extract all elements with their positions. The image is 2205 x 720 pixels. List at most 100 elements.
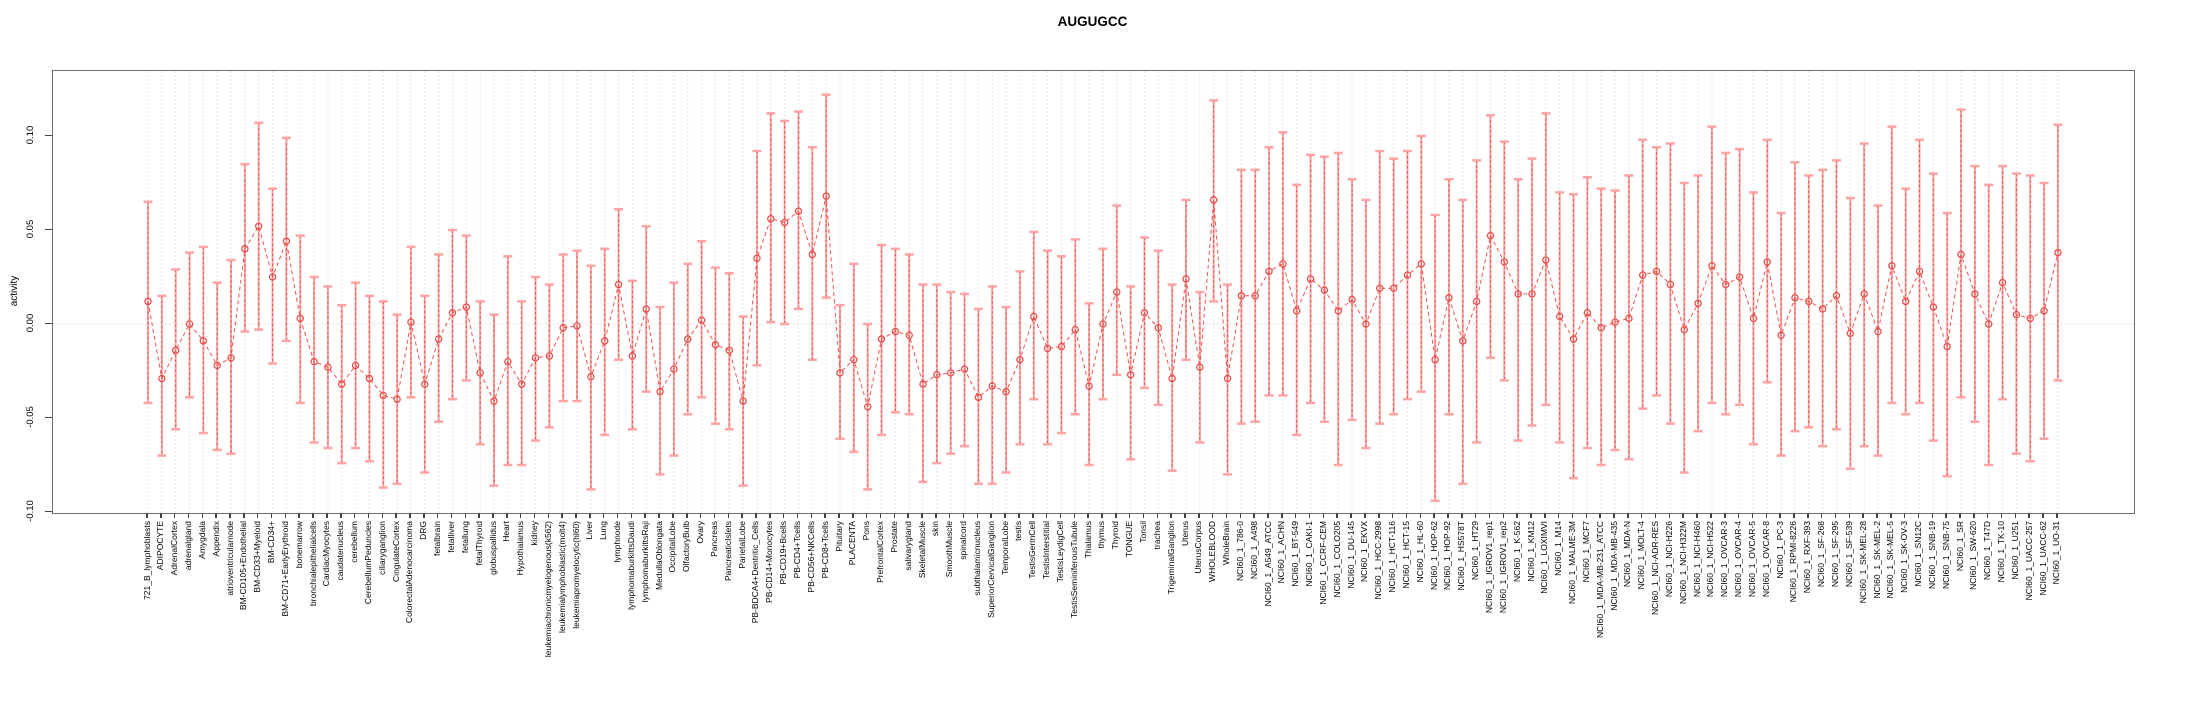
data-point-marker <box>1638 271 1647 279</box>
x-tick-label: NCI60_1_UACC-62 <box>2037 521 2048 596</box>
x-tick-label: NCI60_1_HCC-2998 <box>1373 521 1384 600</box>
x-tick <box>962 513 965 518</box>
x-tick <box>1890 513 1892 518</box>
x-tick <box>1350 513 1352 518</box>
x-tick <box>1640 513 1643 518</box>
x-tick-label: TemporalLobe <box>999 521 1010 575</box>
data-point-marker <box>296 314 304 323</box>
data-point-marker <box>213 361 221 370</box>
data-point-marker <box>919 380 927 388</box>
x-tick <box>1142 513 1145 518</box>
x-tick <box>436 513 439 518</box>
x-tick <box>1682 513 1684 518</box>
x-tick-label: AdrenalCortex <box>169 521 180 576</box>
x-tick-label: subthalamicnucleus <box>971 521 982 596</box>
data-point-marker <box>158 374 166 383</box>
data-point-marker <box>1957 250 1965 259</box>
x-tick-label: PrefrontalCortex <box>875 521 886 583</box>
x-tick-label: NCI60_1_SF-539 <box>1843 521 1854 588</box>
data-point-marker <box>393 395 401 403</box>
data-point-marker <box>905 331 913 340</box>
x-tick-label: NCI60_1_CAKI-1 <box>1304 521 1315 587</box>
data-point-marker <box>1625 314 1633 323</box>
x-tick <box>1156 513 1159 518</box>
x-tick-label: BM-CD33+Myeloid <box>252 521 263 593</box>
x-tick-label: Lung <box>598 521 609 540</box>
data-point-marker <box>1749 314 1758 323</box>
x-tick <box>2014 513 2017 518</box>
x-tick-label: NCI60_1_T47D <box>1982 521 1993 581</box>
x-tick <box>146 513 148 518</box>
x-tick <box>1045 513 1048 518</box>
x-tick-label: NCI60_1_HOP-92 <box>1442 521 1453 590</box>
x-tick <box>1488 513 1491 518</box>
x-tick-label: lymphomaburkittsDaudi <box>625 521 636 610</box>
x-tick <box>1281 513 1283 518</box>
x-tick <box>478 513 480 518</box>
x-tick-label: NCI60_1_OVCAR-8 <box>1760 521 1771 598</box>
x-tick-label: PLACENTA <box>847 521 858 566</box>
data-point-marker <box>1140 308 1149 317</box>
x-tick-label: NCI60_1_PC-3 <box>1774 521 1785 579</box>
x-tick <box>852 513 854 518</box>
x-tick <box>1087 513 1089 518</box>
x-tick-label: NCI60_1_SF-268 <box>1816 521 1827 588</box>
data-point-marker <box>1915 267 1924 276</box>
x-tick <box>1765 513 1768 518</box>
data-point-marker <box>1500 258 1509 266</box>
x-tick-label: NCI60_1_BT-549 <box>1290 521 1301 587</box>
x-tick-label: NCI60_1_HOP-62 <box>1428 521 1439 590</box>
data-point-marker <box>1057 342 1066 351</box>
data-point-marker <box>1431 355 1439 364</box>
data-point-marker <box>199 337 208 345</box>
data-point-marker <box>1071 325 1080 334</box>
data-point-marker <box>1389 284 1398 293</box>
x-tick-label: PB-CD8+Tcells <box>819 521 830 579</box>
x-tick-label: testis <box>1013 521 1024 541</box>
x-tick <box>1032 513 1034 518</box>
x-tick <box>879 513 882 518</box>
data-point-marker <box>268 273 277 281</box>
data-point-marker <box>171 346 180 355</box>
x-tick-label: PB-CD14+Monocytes <box>764 521 775 603</box>
x-tick-label: OlfactoryBulb <box>681 521 692 573</box>
x-tick <box>423 513 425 518</box>
data-point-marker <box>1694 299 1702 308</box>
x-tick <box>1807 513 1809 518</box>
x-tick-label: NCI60_1_SNB-19 <box>1926 521 1937 590</box>
x-tick <box>1336 513 1338 518</box>
x-tick <box>409 513 411 518</box>
x-tick <box>1447 513 1449 518</box>
data-point-marker <box>379 391 388 400</box>
data-point-marker <box>517 380 526 388</box>
x-tick <box>1128 513 1131 518</box>
x-tick-label: NCI60_1_UACC-257 <box>2023 521 2034 601</box>
x-tick <box>187 513 190 518</box>
data-point-marker <box>2040 307 2048 315</box>
data-point-marker <box>1860 290 1868 298</box>
x-tick <box>1211 513 1214 518</box>
data-point-marker <box>1223 374 1232 383</box>
x-tick-label: caudatenucleus <box>335 521 346 581</box>
data-point-marker <box>1099 320 1107 328</box>
x-tick-label: NCI60_1_NCI-H322M <box>1677 521 1688 605</box>
x-tick-label: UterusCorpus <box>1193 521 1204 574</box>
x-tick <box>907 513 909 518</box>
x-tick-label: leukemiapromyelocytic(hl60) <box>570 521 581 629</box>
x-tick-label: NCI60_1_NCI-ADR-RES <box>1650 521 1661 615</box>
data-point-marker <box>144 297 152 306</box>
data-point-marker <box>960 365 969 373</box>
x-tick <box>686 513 688 518</box>
data-point-marker <box>1459 337 1467 345</box>
x-tick-label: kidney <box>529 521 540 546</box>
data-point-marker <box>670 365 678 373</box>
x-tick <box>1737 513 1740 518</box>
data-point-marker <box>1334 307 1342 315</box>
data-point-marker <box>1113 288 1121 296</box>
y-tick-label: 0.05 <box>25 219 36 239</box>
x-tick <box>395 513 397 518</box>
x-tick <box>1461 513 1463 518</box>
x-tick <box>1599 513 1601 518</box>
x-tick-label: Ovary <box>695 521 706 544</box>
connector-line <box>147 196 2059 407</box>
